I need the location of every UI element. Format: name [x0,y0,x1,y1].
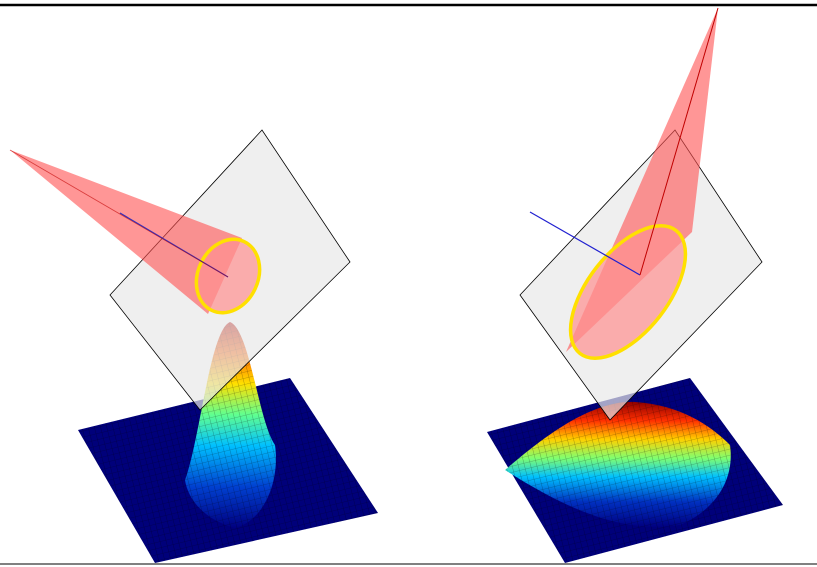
left-panel [10,130,378,563]
page [0,0,817,567]
figure [0,0,817,567]
right-panel [487,8,783,563]
